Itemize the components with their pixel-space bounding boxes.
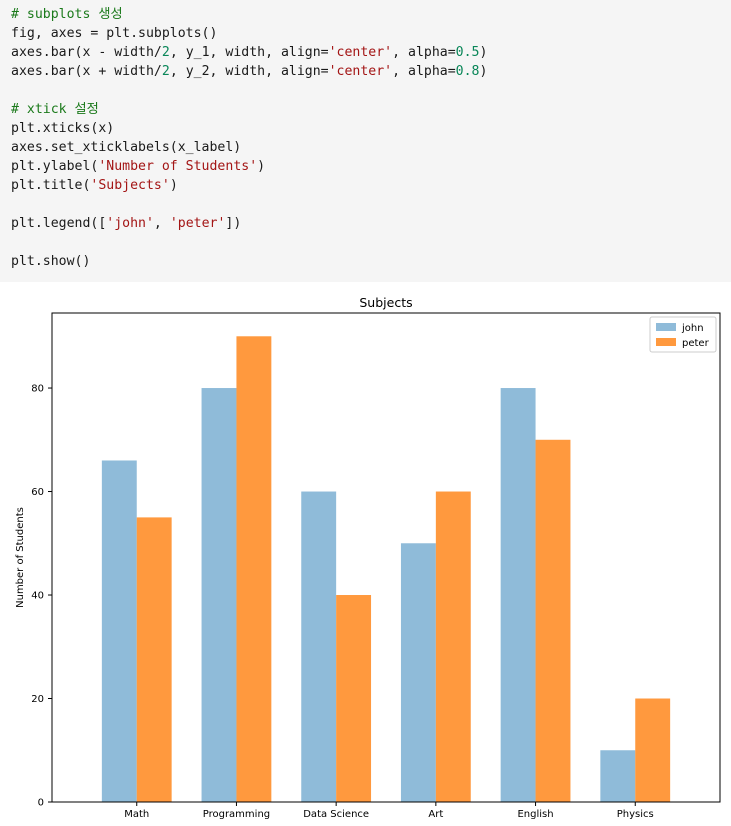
code-token-string: 'Number of Students' <box>98 159 258 174</box>
bar-peter-art <box>435 491 471 802</box>
code-token-number: 2 <box>161 45 170 60</box>
code-line: plt.title('Subjects') <box>11 176 487 195</box>
code-token-plain: , y_1, width, align= <box>169 45 329 60</box>
code-editor[interactable]: # subplots 생성 fig, axes = plt.subplots() a… <box>11 5 487 271</box>
x-tick-label: Data Science <box>303 809 369 820</box>
code-token-plain: plt.legend([ <box>11 216 107 231</box>
code-token-plain: , alpha= <box>392 45 456 60</box>
bar-john-programming <box>201 388 237 802</box>
y-tick-label: 40 <box>31 591 44 602</box>
bar-chart: Subjects 0 20 40 60 80 Math Programming Data S… <box>15 295 721 820</box>
code-line: axes.bar(x + width/2, y_2, width, align=… <box>11 62 487 81</box>
x-tick-label: Math <box>124 809 149 820</box>
code-token-plain: axes.set_xticklabels(x_label) <box>11 140 242 155</box>
bar-peter-programming <box>236 336 272 802</box>
code-line: plt.show() <box>11 252 487 271</box>
y-tick-label: 60 <box>31 487 44 498</box>
x-tick-label: Physics <box>617 809 654 820</box>
code-line: ​ <box>11 233 487 252</box>
legend-swatch-peter <box>656 338 676 346</box>
bar-john-physics <box>600 750 636 802</box>
code-token-plain: , y_2, width, align= <box>169 64 329 79</box>
code-line: plt.ylabel('Number of Students') <box>11 157 487 176</box>
code-token-plain: plt.ylabel( <box>11 159 99 174</box>
code-token-comment: # subplots 생성 <box>11 7 123 22</box>
code-token-plain: ) <box>479 45 488 60</box>
code-token-number: 0.8 <box>455 64 480 79</box>
bar-john-art <box>400 543 436 802</box>
code-line: plt.xticks(x) <box>11 119 487 138</box>
code-line: # xtick 설정 <box>11 100 487 119</box>
bar-peter-data-science <box>336 595 372 802</box>
code-token-string: 'center' <box>328 45 393 60</box>
y-tick-label: 0 <box>38 798 44 809</box>
legend-label: peter <box>682 338 710 349</box>
code-token-plain: fig, axes = plt.subplots() <box>11 26 218 41</box>
code-line: axes.bar(x - width/2, y_1, width, align=… <box>11 43 487 62</box>
code-token-plain: axes.bar(x - width/ <box>11 45 162 60</box>
code-token-string: 'Subjects' <box>90 178 170 193</box>
code-token-plain: ]) <box>225 216 242 231</box>
code-line: # subplots 생성 <box>11 5 487 24</box>
legend-label: john <box>681 323 704 334</box>
bar-peter-math <box>136 517 172 802</box>
code-token-string: 'center' <box>328 64 393 79</box>
code-token-plain: plt.show() <box>11 254 91 269</box>
code-token-comment: # xtick 설정 <box>11 102 99 117</box>
code-token-number: 0.5 <box>455 45 480 60</box>
y-tick-label: 20 <box>31 694 44 705</box>
code-token-plain: ) <box>479 64 488 79</box>
code-line: ​ <box>11 195 487 214</box>
code-token-plain: , <box>153 216 170 231</box>
code-token-string: 'peter' <box>169 216 226 231</box>
legend-swatch-john <box>656 323 676 331</box>
chart-title: Subjects <box>359 295 412 310</box>
x-tick-label: English <box>517 809 553 820</box>
code-line: ​ <box>11 81 487 100</box>
bar-peter-english <box>535 439 571 802</box>
code-token-plain: , alpha= <box>392 64 456 79</box>
code-token-number: 2 <box>161 64 170 79</box>
bar-peter-physics <box>635 698 671 802</box>
y-tick-label: 80 <box>31 384 44 395</box>
code-line: fig, axes = plt.subplots() <box>11 24 487 43</box>
bar-john-math <box>101 460 137 802</box>
code-token-plain: ) <box>169 178 178 193</box>
bar-john-english <box>500 388 536 802</box>
y-axis-label: Number of Students <box>15 507 26 608</box>
bar-john-data-science <box>301 491 337 802</box>
x-tick-label: Art <box>428 809 443 820</box>
code-token-string: 'john' <box>106 216 154 231</box>
x-tick-label: Programming <box>203 809 270 820</box>
code-token-plain: ) <box>257 159 266 174</box>
code-token-plain: plt.title( <box>11 178 91 193</box>
code-token-plain: plt.xticks(x) <box>11 121 115 136</box>
axes-frame <box>51 312 721 803</box>
code-token-plain: axes.bar(x + width/ <box>11 64 162 79</box>
code-line: axes.set_xticklabels(x_label) <box>11 138 487 157</box>
code-line: plt.legend(['john', 'peter']) <box>11 214 487 233</box>
code-cell[interactable]: # subplots 생성 fig, axes = plt.subplots() a… <box>0 0 731 282</box>
legend: john peter <box>649 316 717 353</box>
